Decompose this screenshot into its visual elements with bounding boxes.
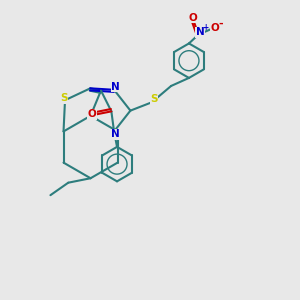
Text: S: S bbox=[150, 94, 158, 104]
Text: N: N bbox=[111, 129, 120, 140]
Text: O: O bbox=[88, 109, 96, 119]
Text: N: N bbox=[111, 82, 120, 92]
Text: +: + bbox=[202, 23, 208, 32]
Text: N: N bbox=[196, 27, 204, 38]
Text: S: S bbox=[60, 93, 67, 103]
Text: O: O bbox=[188, 13, 197, 22]
Text: O: O bbox=[211, 23, 220, 33]
Text: -: - bbox=[218, 19, 223, 29]
